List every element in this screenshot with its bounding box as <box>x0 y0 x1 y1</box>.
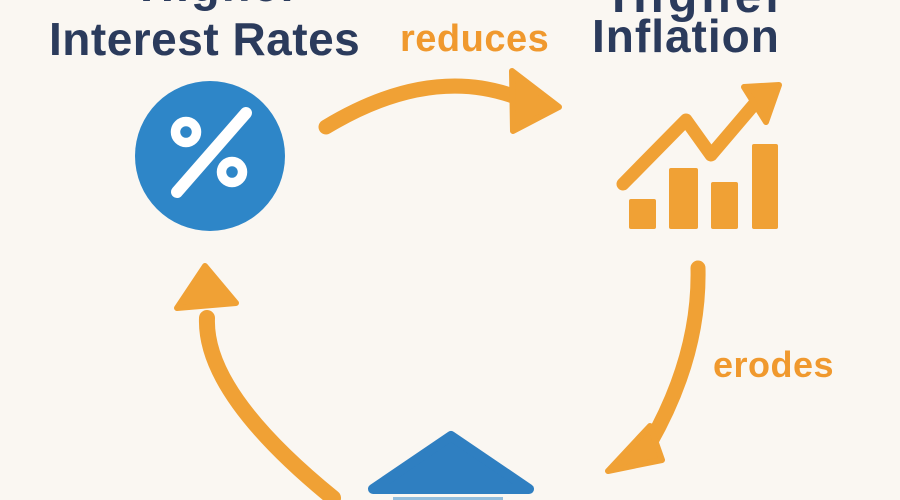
erodes-arrow-icon <box>605 260 706 474</box>
roof-triangle-icon <box>368 431 534 500</box>
interest-rates-prefix-cropped: Higher <box>140 0 301 8</box>
chart-up-icon <box>616 82 782 229</box>
inflation-prefix-cropped: Higher <box>612 0 788 21</box>
reduces-label: reduces <box>400 18 550 60</box>
percent-icon <box>135 81 285 231</box>
reduces-arrow-icon <box>318 68 562 135</box>
feedback-arrow-icon <box>174 263 341 500</box>
erodes-label: erodes <box>713 344 835 385</box>
interest-rates-label: Interest Rates <box>49 13 361 65</box>
inflation-label: Inflation <box>592 10 780 62</box>
